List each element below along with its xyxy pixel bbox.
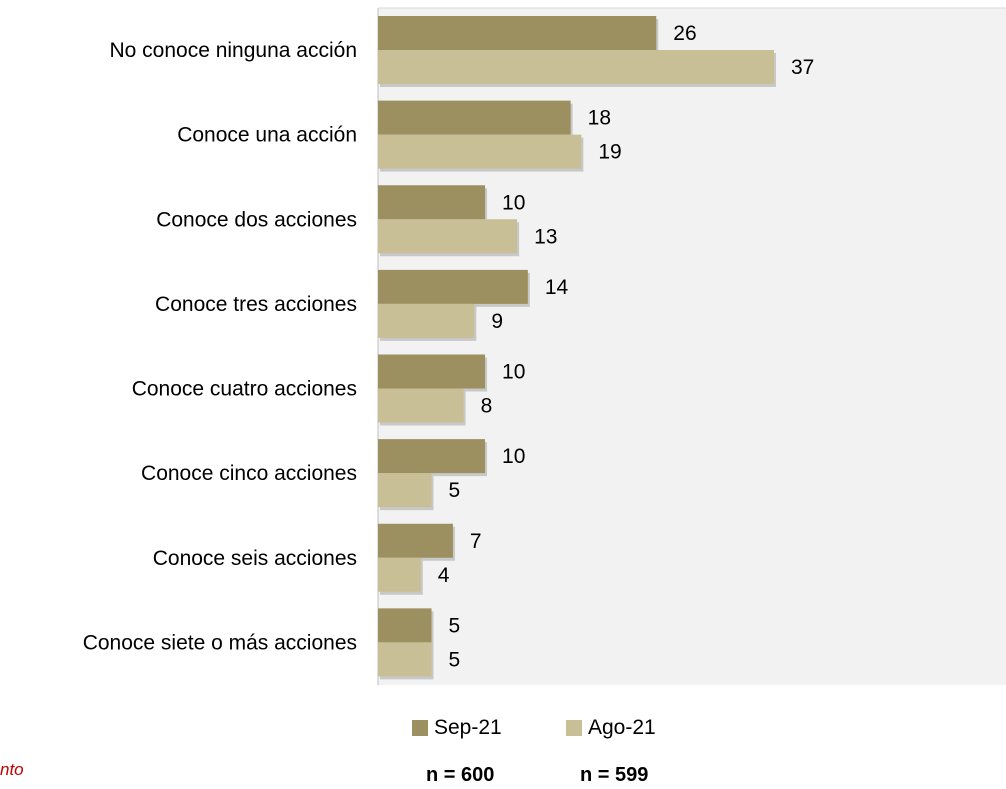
bar-ago-21 (378, 50, 774, 84)
sample-size-sep: n = 600 (426, 764, 495, 786)
bar-sep-21 (378, 16, 657, 50)
bar-ago-21 (378, 642, 432, 677)
bar-sep-21 (378, 608, 432, 643)
category-label: Conoce tres acciones (155, 293, 357, 316)
bar-sep-21 (378, 185, 486, 220)
legend-item-sep: Sep-21 (412, 716, 566, 740)
footnote-fragment: nto (0, 760, 24, 779)
bar-ago-21 (378, 134, 582, 169)
category-label: Conoce cuatro acciones (132, 378, 357, 401)
bar-ago-21 (378, 388, 464, 423)
legend-swatch-sep (412, 720, 428, 736)
category-label: Conoce siete o más acciones (83, 631, 357, 654)
category-label: Conoce una acción (177, 124, 357, 147)
data-label: 10 (502, 445, 525, 468)
bar-ago-21 (378, 473, 432, 508)
sample-size-ago: n = 599 (580, 764, 649, 786)
data-label: 10 (502, 361, 525, 384)
data-label: 5 (449, 614, 461, 637)
legend: Sep-21 Ago-21 (412, 716, 656, 740)
bar-sep-21 (378, 523, 453, 558)
data-label: 37 (791, 56, 814, 79)
category-label: Conoce cinco acciones (141, 462, 357, 485)
bar-sep-21 (378, 354, 486, 389)
data-label: 10 (502, 191, 525, 214)
category-label: Conoce dos acciones (156, 208, 357, 231)
bar-sep-21 (378, 269, 528, 304)
legend-item-ago: Ago-21 (566, 716, 656, 740)
data-label: 5 (449, 479, 461, 502)
legend-label-sep: Sep-21 (434, 716, 502, 739)
data-label: 9 (491, 310, 503, 333)
legend-swatch-ago (566, 720, 582, 736)
bar-ago-21 (378, 557, 421, 592)
data-label: 26 (673, 22, 696, 45)
data-label: 18 (588, 107, 611, 130)
legend-label-ago: Ago-21 (588, 716, 656, 739)
data-label: 19 (598, 141, 621, 164)
sample-sizes: n = 600 n = 599 (426, 764, 648, 787)
data-label: 7 (470, 530, 482, 553)
data-label: 4 (438, 564, 450, 587)
bar-sep-21 (378, 439, 486, 474)
category-label: Conoce seis acciones (153, 547, 357, 570)
bar-sep-21 (378, 100, 571, 135)
bar-ago-21 (378, 303, 475, 338)
category-label: No conoce ninguna acción (109, 39, 357, 62)
data-label: 5 (449, 648, 461, 671)
bar-ago-21 (378, 219, 518, 254)
data-label: 14 (545, 276, 569, 299)
data-label: 13 (534, 225, 557, 248)
data-label: 8 (481, 395, 493, 418)
